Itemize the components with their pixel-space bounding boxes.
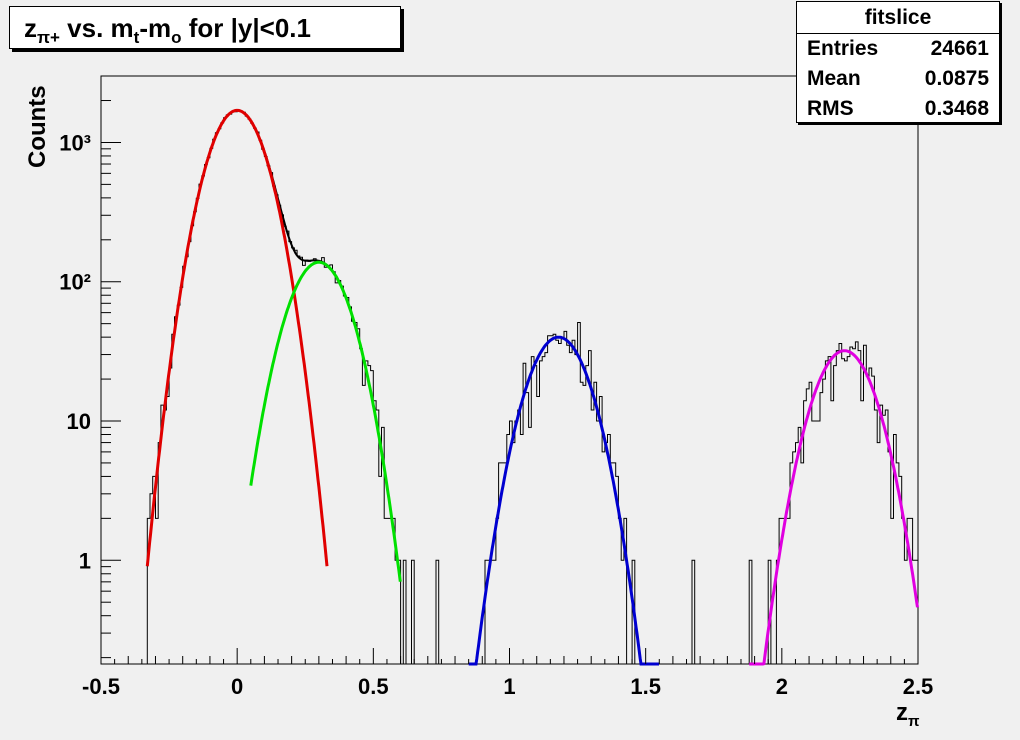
y-tick-label: 10² [59, 270, 91, 295]
title-m: -m [139, 13, 172, 43]
stats-title: fitslice [797, 2, 999, 34]
stats-row-mean: Mean 0.0875 [797, 64, 999, 94]
x-tick-label: 0 [231, 674, 243, 699]
stats-box: fitslice Entries 24661 Mean 0.0875 RMS 0… [796, 1, 1000, 123]
title-z-subscript: π+ [37, 28, 60, 48]
plot-frame [100, 75, 919, 665]
title-o-subscript: o [171, 28, 182, 48]
stats-row-entries: Entries 24661 [797, 34, 999, 64]
stats-value: 0.3468 [924, 97, 989, 120]
y-tick-label: 10 [67, 409, 91, 434]
x-axis-title: zπ [896, 699, 920, 730]
stats-label: Mean [807, 67, 861, 90]
x-tick-label: 2 [776, 674, 788, 699]
y-axis-title: Counts [24, 85, 51, 168]
title-vs: vs. m [59, 13, 134, 43]
stats-value: 24661 [930, 37, 989, 60]
stats-value: 0.0875 [924, 67, 989, 90]
fit-curve-proton [468, 335, 659, 666]
stats-label: RMS [807, 97, 854, 120]
y-tick-label: 1 [79, 548, 91, 573]
stats-label: Entries [807, 37, 879, 60]
fit-curve-deuteron [749, 349, 919, 666]
fit-curve-pion [145, 108, 329, 567]
fit-curve-kaon [249, 260, 402, 582]
plot-title: zπ+ vs. mt-mo for |y|<0.1 [9, 6, 401, 49]
stats-row-rms: RMS 0.3468 [797, 94, 999, 124]
title-t-subscript: t [133, 28, 140, 48]
x-tick-label: 1 [503, 674, 515, 699]
y-tick-label: 10³ [59, 130, 91, 155]
x-tick-label: 0.5 [358, 674, 389, 699]
title-z: z [24, 13, 37, 43]
x-tick-label: 1.5 [630, 674, 661, 699]
x-tick-label: 2.5 [903, 674, 934, 699]
title-rest: for |y|<0.1 [181, 13, 311, 43]
x-tick-label: -0.5 [82, 674, 120, 699]
